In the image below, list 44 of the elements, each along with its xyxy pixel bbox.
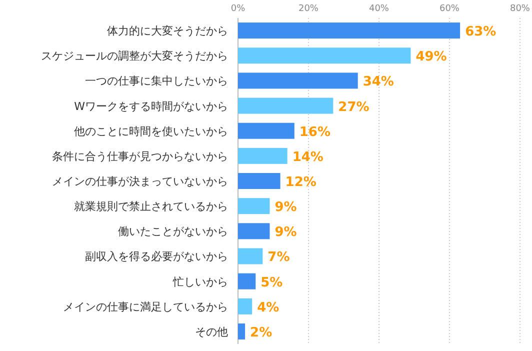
y-tick-label: 働いたことがないから [118, 225, 228, 238]
data-label: 7% [268, 250, 290, 266]
bar [238, 298, 252, 314]
x-tick-label: 40% [368, 4, 390, 14]
bar [238, 248, 263, 264]
data-label: 9% [274, 225, 297, 240]
y-tick-label: Wワークをする時間がないから [74, 100, 228, 113]
y-tick-label: 条件に合う仕事が見つからないから [52, 150, 228, 163]
bar [238, 198, 270, 214]
bar [238, 72, 358, 89]
y-tick-label: メインの仕事が決まっていないから [52, 175, 228, 188]
data-label: 49% [416, 50, 447, 65]
y-tick-label: スケジュールの調整が大変そうだから [41, 50, 228, 63]
bar [238, 223, 270, 240]
y-tick-label: その他 [195, 325, 228, 338]
y-tick-label: 就業規則で禁止されているから [74, 200, 228, 214]
bar [238, 98, 334, 114]
y-tick-label: 副収入を得る必要がないから [85, 250, 228, 264]
bar [238, 122, 294, 139]
data-label: 9% [274, 200, 297, 216]
bar [238, 148, 288, 164]
bar [238, 273, 256, 290]
bar [238, 22, 460, 39]
data-label: 12% [285, 175, 316, 190]
x-tick-label: 80% [510, 4, 530, 14]
data-label: 34% [362, 74, 394, 90]
bar [238, 48, 411, 64]
data-label: 2% [250, 325, 272, 340]
x-tick-label: 60% [439, 4, 460, 14]
data-label: 16% [299, 124, 331, 140]
data-label: 4% [257, 300, 280, 316]
y-tick-label: 他のことに時間を使いたいから [74, 124, 228, 138]
y-tick-label: 体力的に大変そうだから [107, 24, 228, 38]
y-tick-label: メインの仕事に満足しているから [63, 300, 228, 314]
x-tick-label: 20% [298, 4, 319, 14]
bar [238, 173, 280, 189]
bar [238, 323, 246, 340]
y-tick-label: 一つの仕事に集中したいから [85, 74, 228, 88]
data-label: 5% [260, 275, 283, 290]
data-label: 14% [292, 150, 324, 165]
data-label: 63% [465, 24, 496, 40]
data-label: 27% [338, 100, 370, 115]
y-tick-label: 忙しいから [172, 275, 228, 288]
x-tick-label: 0% [230, 4, 246, 14]
